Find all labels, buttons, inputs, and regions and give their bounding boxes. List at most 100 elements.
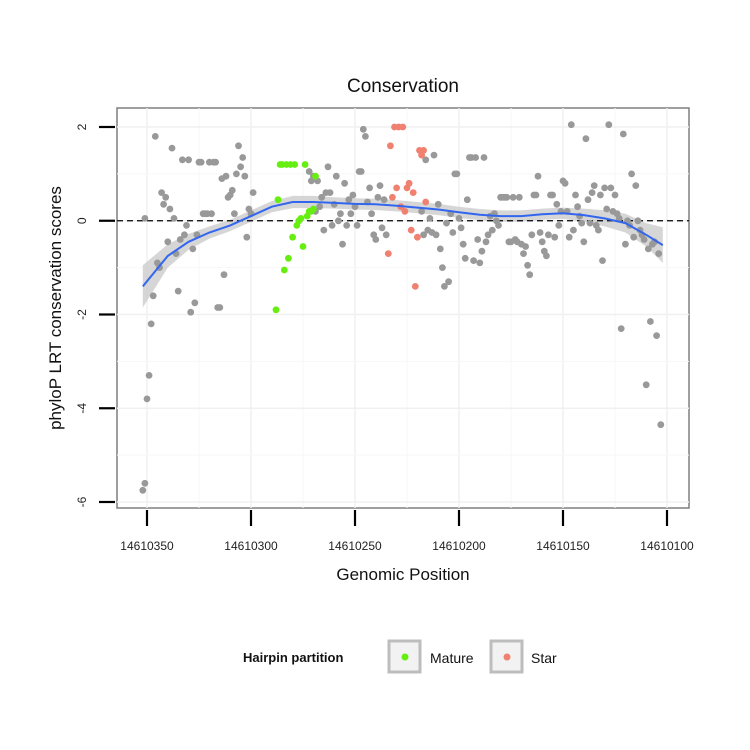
data-point-other <box>149 292 157 300</box>
data-point-star <box>387 142 394 150</box>
x-tick-label: 14610250 <box>328 539 382 553</box>
data-point-other <box>362 133 369 140</box>
data-point-star <box>401 208 409 215</box>
y-tick-label: 0 <box>75 217 89 224</box>
data-point-other <box>584 196 592 204</box>
data-point-other <box>430 151 438 159</box>
data-point-other <box>162 193 170 201</box>
data-point-other <box>174 287 182 295</box>
data-point-other <box>359 125 367 133</box>
x-tick-label: 14610300 <box>224 539 278 553</box>
data-point-other <box>482 238 490 246</box>
legend-symbol-mature <box>401 653 409 661</box>
data-point-star <box>420 147 427 154</box>
data-point-other <box>372 236 380 243</box>
data-point-other <box>628 170 635 178</box>
data-point-mature <box>312 172 319 180</box>
data-point-mature <box>299 243 307 250</box>
data-point-other <box>480 154 488 161</box>
data-point-other <box>503 193 511 201</box>
data-point-mature <box>301 161 309 168</box>
smooth-line-layer <box>142 201 664 288</box>
data-point-mature <box>289 233 296 241</box>
data-point-other <box>572 191 579 199</box>
data-point-other <box>443 219 450 227</box>
data-point-other <box>382 231 390 239</box>
data-point-other <box>357 168 365 175</box>
data-point-other <box>422 156 430 164</box>
legend-entry-star: Star <box>489 639 557 674</box>
legend-title: Hairpin partition <box>243 650 343 665</box>
data-point-other <box>615 215 623 222</box>
data-point-other <box>582 135 590 143</box>
gridlines <box>117 108 689 508</box>
data-point-other <box>532 191 540 199</box>
data-point-other <box>326 189 334 197</box>
data-point-other <box>141 215 149 222</box>
data-point-other <box>472 154 479 161</box>
data-point-other <box>208 210 215 218</box>
data-point-other <box>543 252 550 260</box>
data-point-other <box>160 200 168 208</box>
data-point-other <box>233 170 240 178</box>
data-point-star <box>422 198 430 206</box>
data-point-other <box>212 158 220 166</box>
data-point-other <box>476 259 484 267</box>
data-point-other <box>553 200 561 208</box>
data-point-star <box>411 283 419 290</box>
x-tick-label: 14610350 <box>120 539 174 553</box>
x-axis: 14610350 14610300 14610250 14610200 14610150… <box>120 510 694 553</box>
data-point-other <box>341 179 348 187</box>
data-point-other <box>228 186 236 194</box>
data-point-other <box>436 245 444 253</box>
data-point-other <box>347 210 355 218</box>
data-point-other <box>351 203 359 211</box>
data-point-other <box>374 193 382 201</box>
data-point-other <box>536 229 544 236</box>
points-layer <box>139 121 665 494</box>
data-point-mature <box>285 254 292 262</box>
data-point-other <box>305 168 313 175</box>
data-point-other <box>549 191 556 199</box>
data-point-other <box>183 222 190 229</box>
data-point-other <box>632 182 640 190</box>
data-point-other <box>599 257 606 264</box>
data-point-other <box>570 226 577 234</box>
data-point-other <box>235 142 242 150</box>
data-point-other <box>534 172 542 180</box>
data-point-other <box>189 245 197 253</box>
data-point-other <box>349 191 357 199</box>
x-axis-title: Genomic Position <box>336 565 469 584</box>
data-point-star <box>407 226 415 234</box>
data-point-mature <box>297 215 305 222</box>
data-point-other <box>339 240 346 248</box>
data-point-other <box>607 184 615 192</box>
data-point-other <box>586 219 594 227</box>
data-point-other <box>601 184 608 192</box>
legend-key-star <box>489 639 524 674</box>
y-tick-label: 2 <box>75 123 89 130</box>
data-point-other <box>168 144 176 152</box>
data-point-other <box>316 203 323 211</box>
data-point-other <box>445 278 452 286</box>
data-point-other <box>380 196 388 204</box>
data-point-other <box>187 308 195 316</box>
data-point-other <box>545 231 552 239</box>
data-point-other <box>526 271 534 279</box>
data-point-other <box>619 130 627 138</box>
data-point-other <box>231 210 238 218</box>
data-point-mature <box>272 306 280 314</box>
data-point-other <box>353 222 361 229</box>
data-point-other <box>597 191 604 199</box>
data-point-other <box>141 479 149 487</box>
data-point-other <box>337 210 344 218</box>
data-point-other <box>528 231 536 239</box>
x-tick-label: 14610200 <box>432 539 486 553</box>
legend-entry-mature: Mature <box>387 639 474 674</box>
legend-label-star: Star <box>531 650 557 666</box>
data-point-other <box>578 219 586 227</box>
data-point-other <box>640 236 648 243</box>
data-point-mature <box>274 196 282 204</box>
data-point-other <box>455 215 463 222</box>
